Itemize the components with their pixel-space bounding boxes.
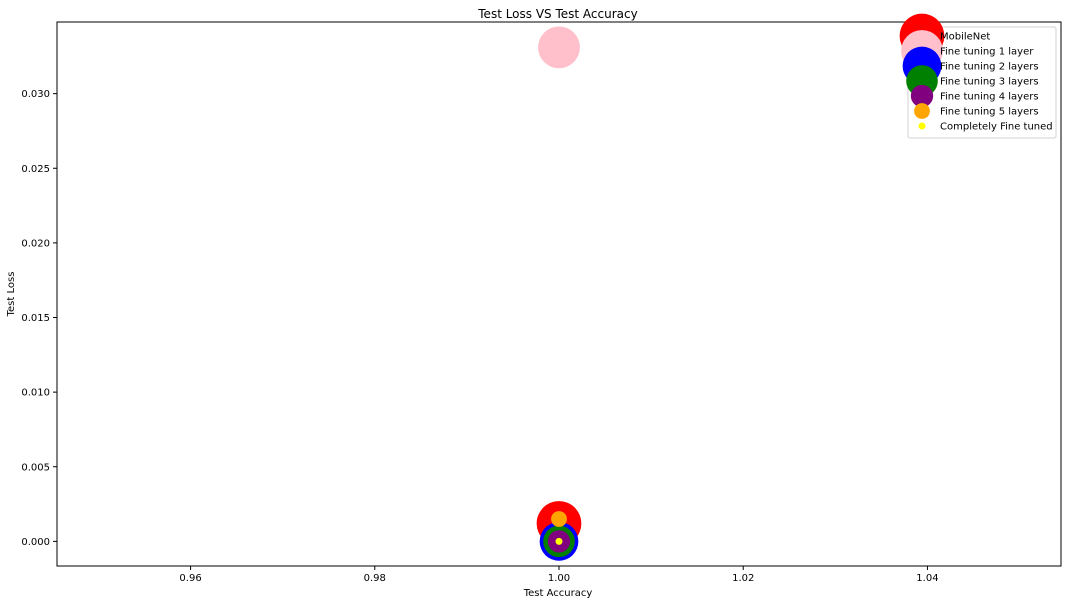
legend-label: Fine tuning 1 layer xyxy=(940,47,1034,58)
x-axis-label: Test Accuracy xyxy=(523,588,593,599)
legend-label: Fine tuning 2 layers xyxy=(940,62,1039,73)
x-tick-label: 1.00 xyxy=(548,573,570,584)
y-tick-label: 0.020 xyxy=(21,238,50,249)
data-point xyxy=(555,537,563,545)
legend-label: Fine tuning 5 layers xyxy=(940,107,1039,118)
plot-area xyxy=(536,26,582,561)
y-tick-label: 0.030 xyxy=(21,89,50,100)
y-tick-label: 0.015 xyxy=(21,313,50,324)
legend: MobileNet Fine tuning 1 layer Fine tuning … xyxy=(899,13,1057,139)
y-tick-label: 0.025 xyxy=(21,164,50,175)
data-point xyxy=(551,511,567,527)
x-tick-label: 0.96 xyxy=(179,573,201,584)
chart-title: Test Loss VS Test Accuracy xyxy=(477,7,637,21)
x-axis-ticks: 0.96 0.98 1.00 1.02 1.04 xyxy=(179,566,939,584)
x-tick-label: 1.04 xyxy=(916,573,938,584)
legend-label: Fine tuning 4 layers xyxy=(940,92,1039,103)
data-point xyxy=(538,26,580,69)
legend-label: Fine tuning 3 layers xyxy=(940,77,1039,88)
y-tick-label: 0.000 xyxy=(21,537,50,548)
y-tick-label: 0.010 xyxy=(21,388,50,399)
x-tick-label: 0.98 xyxy=(364,573,386,584)
y-axis-label: Test Loss xyxy=(6,272,17,318)
y-axis-ticks: 0.000 0.005 0.010 0.015 0.020 0.025 0.030 xyxy=(21,89,57,548)
legend-label: Completely Fine tuned xyxy=(940,122,1053,133)
y-tick-label: 0.005 xyxy=(21,462,50,473)
legend-label: MobileNet xyxy=(940,32,990,43)
legend-marker xyxy=(914,103,930,119)
x-tick-label: 1.02 xyxy=(732,573,754,584)
legend-marker xyxy=(918,122,926,130)
legend-marker xyxy=(910,84,934,108)
